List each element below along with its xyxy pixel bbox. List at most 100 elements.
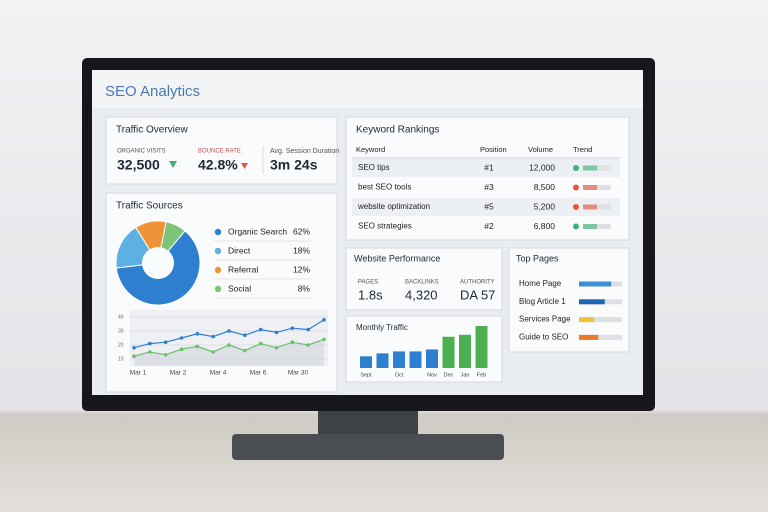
legend-value: 12% [293,264,310,274]
panel-title: Monthly Traffic [356,323,408,332]
point [322,337,326,342]
panel-title: Keyword Rankings [356,125,439,136]
trend-fill [583,224,597,229]
legend-label: Referral [228,264,258,274]
trend-fill [583,204,597,210]
y-tick-label: 20 [118,342,124,348]
row-bg [352,198,620,216]
x-tick-label: Dec [444,372,454,378]
row-bg [352,159,620,177]
row-bg [352,217,620,236]
column-header: Volume [528,145,553,154]
bar [475,326,488,368]
legend-value: 8% [298,283,311,293]
point [258,341,263,346]
metric-label: AUTHORITY [460,280,495,286]
panel-title: Top Pages [516,253,559,263]
row-bg [352,178,620,197]
position: #2 [484,221,494,231]
y-tick-label: 30 [118,328,124,334]
metric-value: 3m 24s [270,157,318,173]
point [227,329,231,333]
column-header: Keyword [356,145,385,154]
x-tick-label: Feb [477,372,486,378]
panel [345,247,503,311]
point [163,353,168,357]
x-tick-label: Mar 4 [210,370,227,377]
point [148,341,152,346]
page-name: Home Page [519,279,562,288]
bar [579,299,605,305]
trend-icon [573,165,579,171]
trend-icon [573,184,579,191]
trend-fill [583,185,597,190]
up-icon [169,161,177,168]
bar [393,351,405,368]
trend-icon [573,223,579,230]
point [274,330,279,335]
bar [360,356,372,368]
trend-fill [583,165,597,171]
point [290,326,295,331]
volume: 6,800 [534,221,556,231]
legend-dot [214,266,222,274]
metric-label: BACKLINKS [405,280,439,286]
point [179,336,184,340]
metric-value: 42.8% [198,157,238,173]
header-bar [92,70,643,108]
bar [579,317,595,323]
x-tick-label: Mar 2 [170,370,187,377]
page-name: Blog Article 1 [519,297,566,306]
volume: 5,200 [534,201,556,211]
x-tick-label: Sept [360,372,372,378]
bar-track [579,317,622,323]
volume: 12,000 [529,162,555,172]
panel [105,116,338,185]
x-tick-label: Mar 30 [288,370,309,377]
point [227,343,231,347]
keyword: best SEO tools [358,183,411,192]
panel-title: Website Performance [354,253,440,263]
legend-value: 62% [293,226,310,236]
app-title: SEO Analytics [105,83,200,100]
panel-title: Traffic Sources [116,201,183,212]
point [163,340,168,345]
legend-label: Direct [228,245,251,255]
legend-dot [214,285,222,293]
point [211,350,215,354]
point [148,350,152,354]
area [134,339,324,366]
point [258,327,263,332]
metric-value: 4,320 [405,287,438,302]
point [306,343,310,347]
point [243,348,247,353]
down-icon [241,163,248,169]
bar-track [579,334,622,340]
legend-value: 18% [293,245,310,255]
bar [442,336,455,368]
point [195,332,200,336]
metric-value: DA 57 [460,287,495,302]
keyword: SEO strategies [358,222,412,231]
point [132,346,136,350]
point [179,347,184,352]
keyword: SEO tips [358,163,390,172]
bar [409,351,422,368]
position: #5 [484,201,494,211]
column-header: Trend [573,145,592,154]
pie-hole [142,247,174,279]
metric-label: ORGANIC VISITS [117,149,166,155]
legend-dot [214,247,222,255]
point [132,354,136,359]
legend-label: Social [228,283,251,293]
point [243,333,247,338]
y-tick-label: 10 [118,356,124,362]
stand-base [232,434,504,460]
x-tick-label: Oct [395,372,404,378]
position: #1 [484,162,494,172]
position: #3 [484,182,494,192]
panel-title: Traffic Overview [116,125,188,136]
trend-icon [573,204,579,210]
